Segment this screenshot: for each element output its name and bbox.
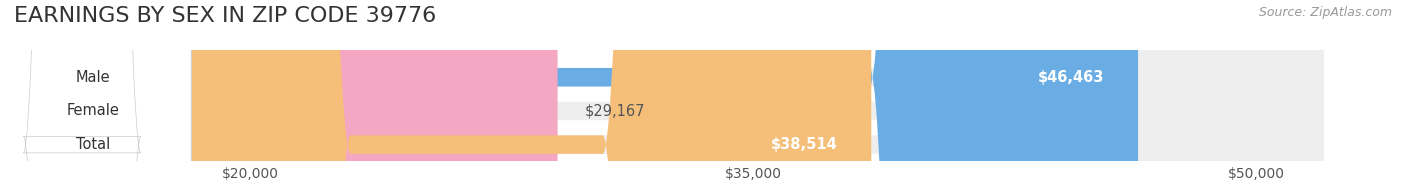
FancyBboxPatch shape <box>82 0 558 196</box>
FancyBboxPatch shape <box>82 0 1324 196</box>
Text: $46,463: $46,463 <box>1038 70 1105 85</box>
FancyBboxPatch shape <box>82 0 1324 196</box>
Text: Total: Total <box>76 137 110 152</box>
FancyBboxPatch shape <box>0 0 191 196</box>
Text: Female: Female <box>66 103 120 118</box>
Text: $38,514: $38,514 <box>770 137 838 152</box>
FancyBboxPatch shape <box>82 0 1137 196</box>
FancyBboxPatch shape <box>82 0 872 196</box>
Text: Source: ZipAtlas.com: Source: ZipAtlas.com <box>1258 6 1392 19</box>
FancyBboxPatch shape <box>0 0 191 196</box>
FancyBboxPatch shape <box>0 0 191 196</box>
Text: EARNINGS BY SEX IN ZIP CODE 39776: EARNINGS BY SEX IN ZIP CODE 39776 <box>14 6 436 26</box>
FancyBboxPatch shape <box>82 0 1324 196</box>
Text: Male: Male <box>76 70 110 85</box>
Text: $29,167: $29,167 <box>585 103 645 118</box>
